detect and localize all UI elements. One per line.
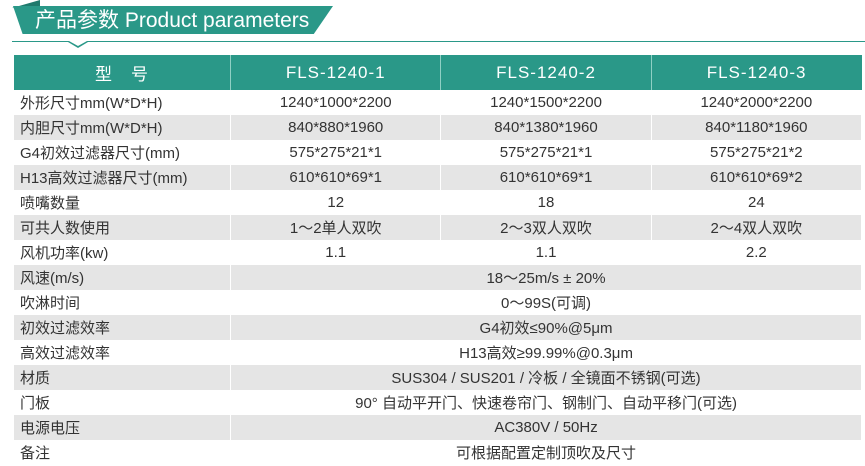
table-row: G4初效过滤器尺寸(mm) 575*275*21*1 575*275*21*1 575…	[14, 140, 863, 165]
cell-value: 610*610*69*1	[230, 165, 442, 190]
table-row: 高效过滤效率 H13高效≥99.99%@0.3μm	[14, 340, 862, 365]
cell-value: 840*880*1960	[230, 115, 442, 140]
divider-notch	[68, 41, 88, 48]
row-label: 风速(m/s)	[14, 265, 232, 290]
row-label: 喷嘴数量	[14, 190, 232, 215]
table-row: H13高效过滤器尺寸(mm) 610*610*69*1 610*610*69*1 61…	[14, 165, 863, 190]
cell-value-merged: SUS304 / SUS201 / 冷板 / 全镜面不锈钢(可选)	[230, 365, 862, 390]
row-label: 备注	[14, 440, 232, 465]
row-label: 外形尺寸mm(W*D*H)	[14, 90, 232, 115]
row-label: 内胆尺寸mm(W*D*H)	[14, 115, 232, 140]
section-title: 产品参数 Product parameters	[13, 6, 333, 34]
product-parameters-table: 型 号 FLS-1240-1 FLS-1240-2 FLS-1240-3 外形尺…	[14, 55, 863, 465]
table-row: 内胆尺寸mm(W*D*H) 840*880*1960 840*1380*1960 84…	[14, 115, 863, 140]
cell-value: 12	[230, 190, 442, 215]
cell-value: 840*1180*1960	[651, 115, 863, 140]
cell-value-merged: 90° 自动平开门、快速卷帘门、钢制门、自动平移门(可选)	[230, 390, 862, 415]
cell-value: 2～4双人双吹	[651, 215, 863, 240]
cell-value: 1240*2000*2200	[651, 90, 863, 115]
row-label: H13高效过滤器尺寸(mm)	[14, 165, 232, 190]
header-cell: 型 号	[14, 55, 232, 90]
cell-value: 2～3双人双吹	[440, 215, 652, 240]
cell-value: 610*610*69*2	[651, 165, 863, 190]
banner-tab-decoration	[12, 0, 40, 8]
cell-value: 24	[651, 190, 863, 215]
row-label: 高效过滤效率	[14, 340, 232, 365]
cell-value: 1240*1500*2200	[440, 90, 652, 115]
table-row: 可共人数使用 1～2单人双吹 2～3双人双吹 2～4双人双吹	[14, 215, 863, 240]
row-label: 门板	[14, 390, 232, 415]
cell-value-merged: 18～25m/s ± 20%	[230, 265, 862, 290]
header-cell: FLS-1240-1	[230, 55, 442, 90]
table-row: 喷嘴数量 12 18 24	[14, 190, 863, 215]
table-row: 门板 90° 自动平开门、快速卷帘门、钢制门、自动平移门(可选)	[14, 390, 862, 415]
cell-value: 840*1380*1960	[440, 115, 652, 140]
cell-value: 575*275*21*1	[230, 140, 442, 165]
table-row: 风速(m/s) 18～25m/s ± 20%	[14, 265, 862, 290]
cell-value: 2.2	[651, 240, 863, 265]
cell-value-merged: G4初效≤90%@5μm	[230, 315, 862, 340]
table-row: 外形尺寸mm(W*D*H) 1240*1000*2200 1240*1500*220…	[14, 90, 863, 115]
row-label: 初效过滤效率	[14, 315, 232, 340]
cell-value: 610*610*69*1	[440, 165, 652, 190]
row-label: 风机功率(kw)	[14, 240, 232, 265]
row-label: 电源电压	[14, 415, 232, 440]
table-row: 风机功率(kw) 1.1 1.1 2.2	[14, 240, 863, 265]
table-row: 吹淋时间 0～99S(可调)	[14, 290, 862, 315]
header-cell: FLS-1240-2	[440, 55, 652, 90]
divider	[12, 41, 865, 42]
row-label: G4初效过滤器尺寸(mm)	[14, 140, 232, 165]
header-cell: FLS-1240-3	[651, 55, 862, 90]
row-label: 吹淋时间	[14, 290, 232, 315]
cell-value: 575*275*21*2	[651, 140, 863, 165]
cell-value-merged: 0～99S(可调)	[230, 290, 862, 315]
table-row: 初效过滤效率 G4初效≤90%@5μm	[14, 315, 862, 340]
cell-value: 1～2单人双吹	[230, 215, 442, 240]
cell-value: 18	[440, 190, 652, 215]
cell-value: 1.1	[440, 240, 652, 265]
cell-value: 575*275*21*1	[440, 140, 652, 165]
row-label: 可共人数使用	[14, 215, 232, 240]
table-row: 备注 可根据配置定制顶吹及尺寸	[14, 440, 862, 465]
cell-value-merged: 可根据配置定制顶吹及尺寸	[230, 440, 862, 465]
table-row: 材质 SUS304 / SUS201 / 冷板 / 全镜面不锈钢(可选)	[14, 365, 862, 390]
cell-value-merged: AC380V / 50Hz	[230, 415, 862, 440]
row-label: 材质	[14, 365, 232, 390]
cell-value: 1.1	[230, 240, 442, 265]
cell-value-merged: H13高效≥99.99%@0.3μm	[230, 340, 862, 365]
cell-value: 1240*1000*2200	[230, 90, 442, 115]
table-row: 电源电压 AC380V / 50Hz	[14, 415, 862, 440]
table-header-row: 型 号 FLS-1240-1 FLS-1240-2 FLS-1240-3	[14, 55, 862, 90]
